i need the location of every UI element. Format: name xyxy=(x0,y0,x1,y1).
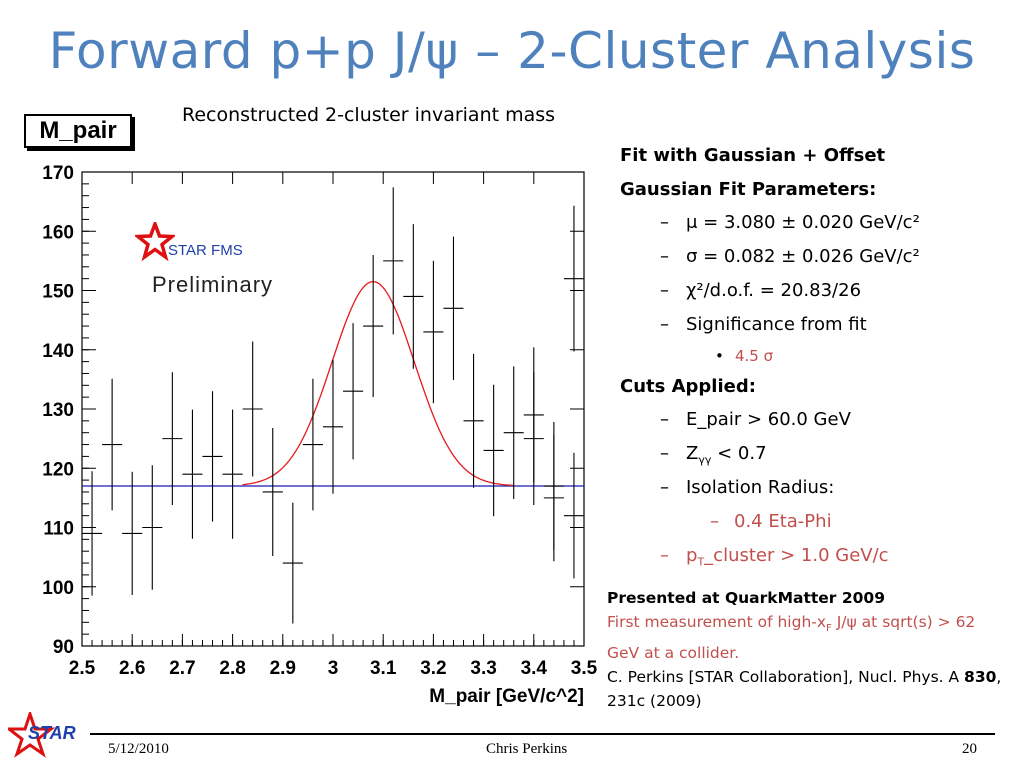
mass-histogram-plot: 2.5 2.6 2.7 2.8 2.9 3 3.1 3.2 3.3 3.4 3.5 90 100 110 1… xyxy=(42,163,598,707)
footer-author: Chris Perkins xyxy=(486,741,568,757)
cut-pt: – pT_cluster > 1.0 GeV/c xyxy=(660,545,889,569)
x-tick-label: 3.3 xyxy=(470,658,496,679)
presented-at: Presented at QuarkMatter 2009 xyxy=(607,589,885,607)
x-tick-label: 2.6 xyxy=(119,658,145,679)
footer-page-number: 20 xyxy=(962,741,977,757)
references: Presented at QuarkMatter 2009 First meas… xyxy=(607,586,1012,713)
x-tick-label: 3.4 xyxy=(521,658,548,679)
x-axis-label: M_pair [GeV/c^2] xyxy=(429,686,584,707)
x-tick-label: 2.5 xyxy=(69,658,96,679)
footer-divider xyxy=(90,733,995,735)
y-tick-label: 110 xyxy=(43,519,74,540)
y-tick-label: 150 xyxy=(42,282,74,303)
fit-heading: Fit with Gaussian + Offset xyxy=(620,145,886,166)
footer-date: 5/12/2010 xyxy=(108,741,169,757)
param-significance: – Significance from fit xyxy=(660,314,867,335)
cut-epair: – E_pair > 60.0 GeV xyxy=(660,409,851,430)
cut-zgg: – Zγγ < 0.7 xyxy=(660,443,767,467)
stamp-preliminary: Preliminary xyxy=(152,272,274,297)
param-mu: – μ = 3.080 ± 0.020 GeV/c² xyxy=(660,212,920,233)
x-tick-label: 2.8 xyxy=(219,658,245,679)
significance-value: • 4.5 σ xyxy=(715,347,774,365)
x-tick-label: 3 xyxy=(328,658,339,679)
star-logo-text: STAR xyxy=(28,723,76,743)
y-tick-label: 100 xyxy=(42,578,74,599)
cuts-heading: Cuts Applied: xyxy=(620,376,756,397)
y-tick-label: 90 xyxy=(53,637,74,658)
cut-isolation-value: –0.4 Eta-Phi xyxy=(710,511,832,532)
y-tick-label: 130 xyxy=(42,400,74,421)
gaussian-fit-curve xyxy=(242,280,514,487)
y-tick-label: 160 xyxy=(42,222,74,243)
y-tick-label: 140 xyxy=(42,341,74,362)
x-tick-label: 3.1 xyxy=(370,658,397,679)
slide-title: Forward p+p J/ψ – 2-Cluster Analysis xyxy=(48,22,976,80)
y-tick-label: 120 xyxy=(42,459,74,480)
plot-caption: Reconstructed 2-cluster invariant mass xyxy=(182,104,556,126)
x-tick-label: 2.7 xyxy=(169,658,195,679)
stamp-label: STAR FMS xyxy=(168,242,243,259)
star-fms-logo-icon xyxy=(135,222,175,262)
x-tick-label: 2.9 xyxy=(270,658,296,679)
param-chi2: – χ²/d.o.f. = 20.83/26 xyxy=(660,280,862,301)
citation: C. Perkins [STAR Collaboration], Nucl. P… xyxy=(607,668,1002,711)
params-heading: Gaussian Fit Parameters: xyxy=(620,179,877,200)
histogram-name-box: M_pair xyxy=(24,114,132,148)
x-tick-label: 3.5 xyxy=(571,658,598,679)
star-logo-icon xyxy=(8,712,56,758)
cut-isolation: – Isolation Radius: xyxy=(660,477,835,498)
y-tick-label: 170 xyxy=(42,163,74,184)
x-tick-label: 3.2 xyxy=(420,658,446,679)
param-sigma: – σ = 0.082 ± 0.026 GeV/c² xyxy=(660,246,920,267)
first-measurement: First measurement of high-xF J/ψ at sqrt… xyxy=(607,613,976,663)
